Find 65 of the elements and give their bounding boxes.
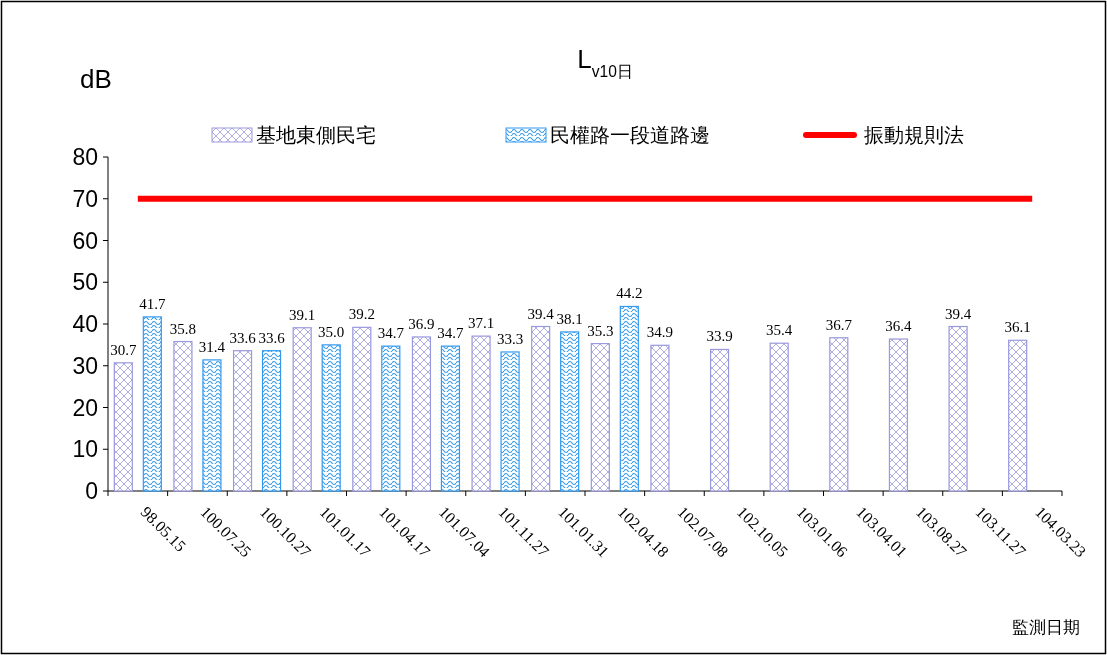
data-label: 35.8 [169,320,197,337]
legend-label: 民權路一段道路邊 [550,124,710,146]
data-label: 35.0 [318,323,345,340]
bar [202,359,222,492]
y-tick-label: 40 [72,311,98,337]
data-label: 37.1 [467,315,495,332]
legend-label: 振動規則法 [864,124,964,146]
data-label: 39.4 [944,305,972,322]
y-tick-label: 60 [72,227,98,254]
bar [232,350,253,492]
chart-title: L$_{v10日}$ [577,44,633,80]
data-label: 44.2 [616,285,643,302]
bar [292,327,312,492]
data-label: 34.9 [646,324,674,341]
data-label: 33.6 [258,329,286,346]
data-label: 36.4 [885,318,913,335]
bar [1008,339,1028,492]
data-label: 33.6 [229,329,257,346]
data-label: 35.4 [766,322,793,339]
bar [829,337,849,492]
bar [500,351,520,492]
bar [381,345,401,492]
y-tick-label: 80 [72,144,98,170]
data-label: 33.9 [706,328,733,345]
bar [173,340,193,492]
bar [619,305,639,492]
data-label: 36.1 [1004,319,1031,336]
bar [888,338,909,492]
y-tick-label: 10 [72,436,98,463]
data-label: 30.7 [110,341,137,358]
bar [769,342,789,492]
bar [142,316,162,492]
bar [352,326,372,492]
bar [531,325,551,492]
bar [411,336,432,492]
data-label: 36.7 [825,316,853,333]
y-axis-title: dB [80,64,112,94]
data-label: 33.3 [496,330,524,347]
bar [948,325,968,492]
bar [709,348,730,492]
bar [113,362,133,492]
data-label: 31.4 [198,338,226,355]
bar [590,343,610,492]
data-label: 36.9 [408,315,435,332]
bar [650,344,670,492]
data-label: 35.3 [587,322,614,339]
data-label: 34.7 [437,325,465,342]
y-tick-label: 20 [72,394,98,421]
data-label: 39.1 [289,306,316,323]
data-label: 38.1 [556,310,583,327]
data-label: 41.7 [139,295,166,312]
y-tick-label: 50 [72,269,98,296]
y-tick-label: 0 [85,478,98,504]
bar [440,345,461,492]
bar [261,350,282,492]
legend-label: 基地東側民宅 [256,124,376,146]
bar [560,331,580,492]
x-axis-title: 監測日期 [1012,618,1080,637]
bar [471,335,491,492]
y-tick-label: 30 [72,352,98,379]
data-label: 39.4 [527,305,555,322]
data-label: 39.2 [348,306,375,323]
y-tick-label: 70 [72,185,98,212]
bar [321,344,341,492]
data-label: 34.7 [377,325,405,342]
